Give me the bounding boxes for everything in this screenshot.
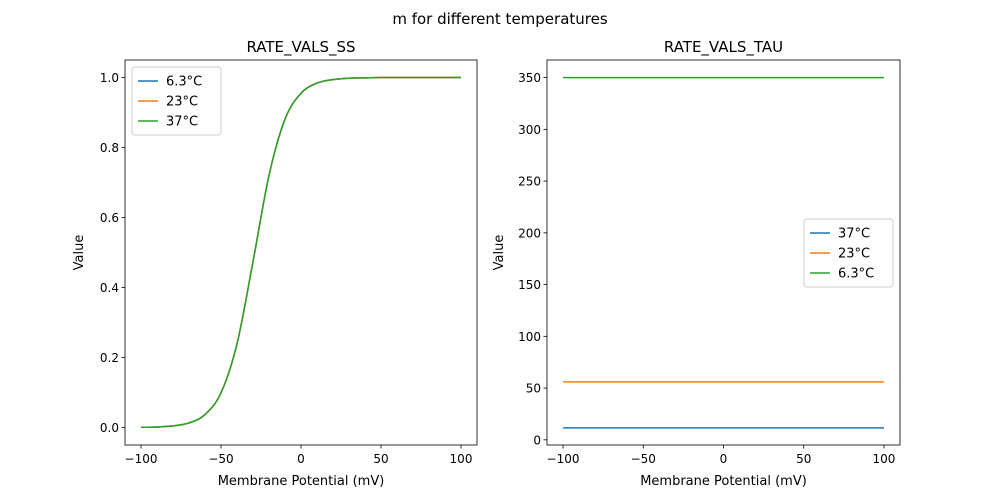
- x-tick-label: −100: [547, 452, 580, 466]
- axes-rate-vals-tau: −100 −50 0 50 100 0 50 100 150 200 250 300 350 RATE_V…: [492, 38, 901, 489]
- y-tick-label: 0.6: [100, 211, 119, 225]
- y-axis-label: Value: [72, 235, 87, 271]
- x-tick-label: −100: [125, 452, 158, 466]
- legend-box: [803, 218, 894, 288]
- legend-label: 23°C: [838, 247, 870, 262]
- x-tick-label: 50: [373, 452, 388, 466]
- x-tick-label: 0: [720, 452, 728, 466]
- y-tick-label: 100: [518, 330, 541, 344]
- y-tick-label: 0.0: [100, 421, 119, 435]
- y-axis-label: Value: [492, 235, 507, 271]
- axes-title: RATE_VALS_TAU: [664, 38, 783, 57]
- legend-label: 6.3°C: [166, 75, 202, 90]
- legend-label: 6.3°C: [838, 267, 874, 282]
- x-tick-label: 0: [297, 452, 305, 466]
- y-tick-label: 350: [518, 71, 541, 85]
- legend: 6.3°C 23°C 37°C: [131, 66, 222, 136]
- figure-suptitle: m for different temperatures: [392, 10, 608, 28]
- x-tick-label: 100: [450, 452, 473, 466]
- y-tick-label: 300: [518, 123, 541, 137]
- x-axis-label: Membrane Potential (mV): [218, 474, 385, 489]
- y-tick-label: 250: [518, 175, 541, 189]
- axes-rate-vals-ss: −100 −50 0 50 100 0.0 0.2 0.4 0.6 0.8 1.0 RATE_VALS…: [72, 38, 478, 489]
- x-tick-label: −50: [631, 452, 656, 466]
- legend-label: 37°C: [838, 227, 870, 242]
- y-tick-label: 50: [526, 382, 541, 396]
- y-tick-label: 200: [518, 226, 541, 240]
- x-tick-label: −50: [208, 452, 233, 466]
- x-tick-label: 100: [873, 452, 896, 466]
- series-line-2: [140, 76, 461, 429]
- x-axis-label: Membrane Potential (mV): [640, 474, 807, 489]
- legend-box: [131, 66, 222, 136]
- x-tick-label: 50: [796, 452, 811, 466]
- legend-label: 37°C: [166, 115, 198, 130]
- y-tick-label: 150: [518, 278, 541, 292]
- axes-title: RATE_VALS_SS: [246, 38, 355, 57]
- legend: 37°C 23°C 6.3°C: [803, 218, 894, 288]
- y-tick-label: 0: [533, 433, 541, 447]
- y-tick-label: 0.2: [100, 351, 119, 365]
- y-tick-label: 0.8: [100, 141, 119, 155]
- y-tick-label: 0.4: [100, 281, 119, 295]
- y-tick-label: 1.0: [100, 71, 119, 85]
- legend-label: 23°C: [166, 95, 198, 110]
